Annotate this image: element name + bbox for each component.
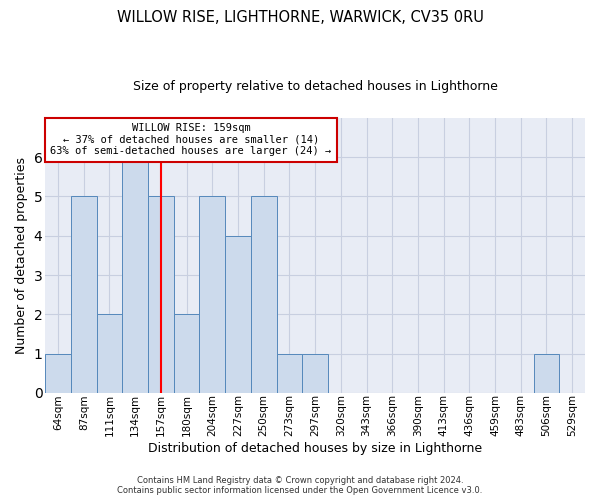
Bar [199,196,225,393]
Title: Size of property relative to detached houses in Lighthorne: Size of property relative to detached ho… [133,80,497,93]
Bar [533,354,559,393]
Text: WILLOW RISE: 159sqm
← 37% of detached houses are smaller (14)
63% of semi-detach: WILLOW RISE: 159sqm ← 37% of detached ho… [50,124,332,156]
X-axis label: Distribution of detached houses by size in Lighthorne: Distribution of detached houses by size … [148,442,482,455]
Bar [277,354,302,393]
Bar [225,236,251,393]
Bar [251,196,277,393]
Text: Contains HM Land Registry data © Crown copyright and database right 2024.
Contai: Contains HM Land Registry data © Crown c… [118,476,482,495]
Bar [97,314,122,393]
Bar [148,196,174,393]
Bar [122,157,148,393]
Bar [71,196,97,393]
Bar [302,354,328,393]
Bar [45,354,71,393]
Bar [174,314,199,393]
Y-axis label: Number of detached properties: Number of detached properties [15,157,28,354]
Text: WILLOW RISE, LIGHTHORNE, WARWICK, CV35 0RU: WILLOW RISE, LIGHTHORNE, WARWICK, CV35 0… [116,10,484,25]
